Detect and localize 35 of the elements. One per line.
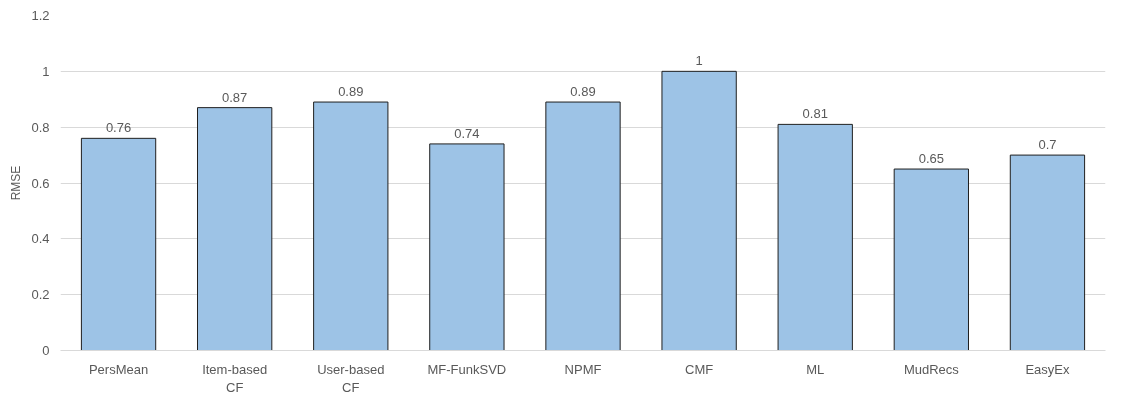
x-tick-label: ML [806,361,825,377]
x-tick-label: User-based CF [317,361,385,395]
data-label: 1 [695,53,703,69]
bar [429,143,505,351]
data-label: 0.87 [222,89,248,105]
bar [80,137,157,351]
bar [661,70,737,351]
x-tick-label: MudRecs [903,361,960,377]
y-tick-label: 0.6 [31,175,50,191]
x-tick-label: PersMean [88,361,149,377]
x-tick-label: MF-FunkSVD [427,361,507,377]
data-label: 0.76 [105,120,132,136]
y-tick-label: 0.8 [31,119,50,135]
y-tick-label: 0.2 [31,287,50,303]
data-label: 0.89 [570,84,596,100]
x-tick-label: CMF [685,361,714,377]
x-tick-label: EasyEx [1025,361,1070,377]
bar [313,101,389,351]
data-label: 0.89 [338,84,364,100]
bar [893,168,969,351]
x-tick-label: NPMF [564,361,602,377]
y-tick-label: 1.2 [31,8,50,23]
bar [545,101,621,351]
y-tick-label: 1 [42,63,50,79]
y-tick-label: 0.4 [31,231,50,247]
bar [197,107,273,351]
y-axis-title: RMSE [9,165,24,201]
data-label: 0.81 [802,106,828,122]
data-label: 0.65 [918,151,944,167]
bar [1009,154,1086,351]
data-label: 0.74 [454,125,480,141]
data-label: 0.7 [1038,137,1057,153]
bar [777,123,853,351]
x-tick-label: Item-based CF [202,361,268,395]
y-tick-label: 0 [42,343,50,358]
